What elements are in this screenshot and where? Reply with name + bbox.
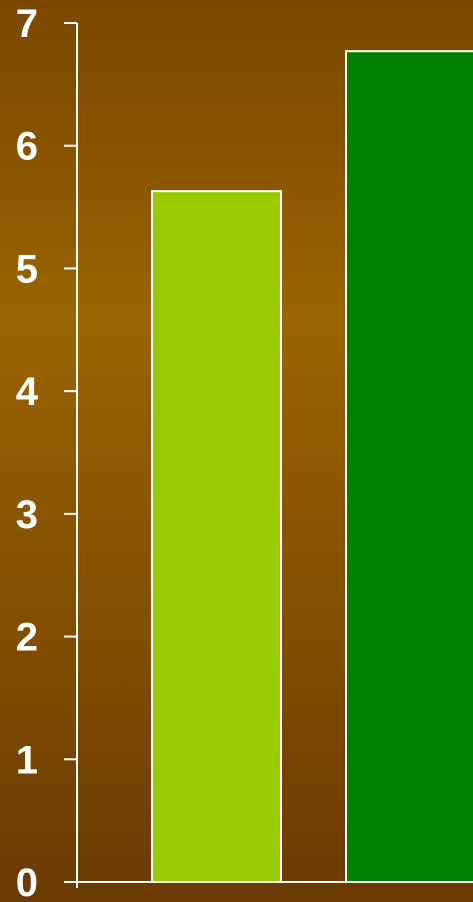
y-tick-label-4: 4 [16,370,39,414]
bar-2 [345,50,473,883]
axes-group [64,23,473,888]
y-tick-label-3: 3 [16,493,38,537]
bar-1 [151,190,282,883]
bars-group [151,50,473,883]
y-tick-label-0: 0 [16,861,38,902]
y-tick-label-6: 6 [16,125,38,169]
y-ticks-group: 0 1 2 3 4 5 6 7 [16,2,77,902]
y-tick-label-2: 2 [16,616,38,660]
y-tick-label-5: 5 [16,247,38,291]
y-tick-label-7: 7 [16,2,38,46]
y-tick-label-1: 1 [16,738,38,782]
